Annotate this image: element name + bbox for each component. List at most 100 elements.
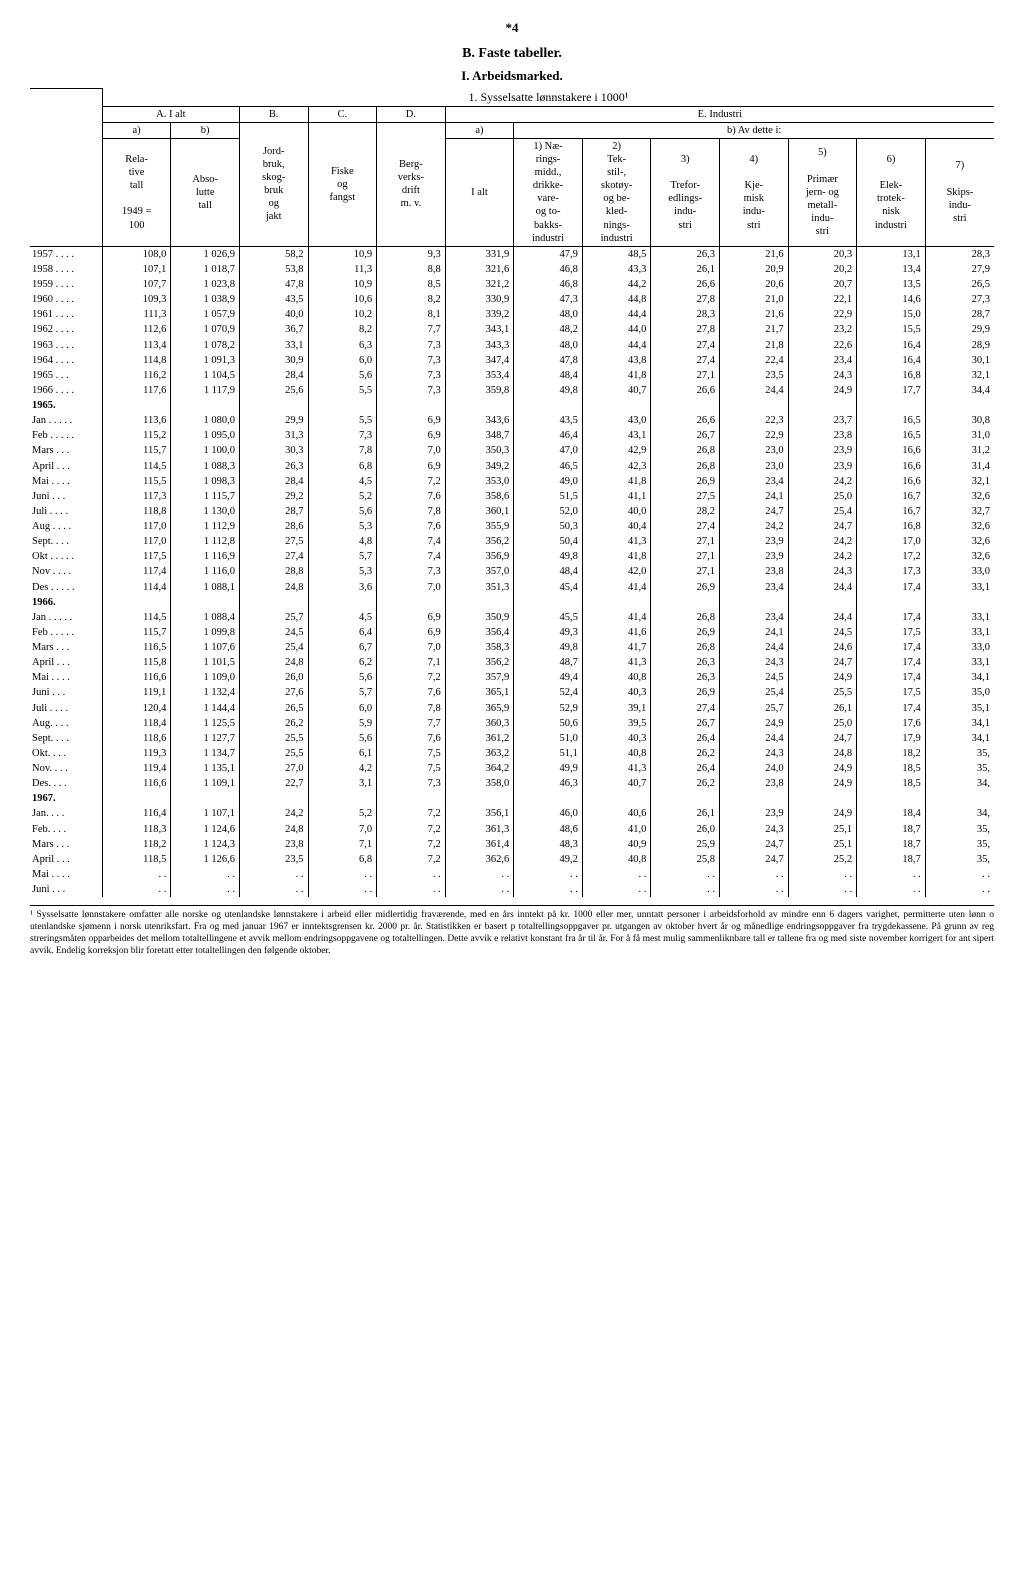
cell: 34,1 (925, 731, 994, 746)
cell: 21,6 (720, 246, 789, 262)
cell (102, 595, 171, 610)
cell (514, 398, 583, 413)
cell: 35, (925, 837, 994, 852)
cell: 23,4 (720, 580, 789, 595)
cell: 7,2 (377, 670, 446, 685)
cell: 47,8 (514, 353, 583, 368)
cell: 1 124,6 (171, 822, 240, 837)
cell: 40,3 (582, 685, 651, 700)
row-label: Feb . . . . . (30, 625, 102, 640)
cell: 1 127,7 (171, 731, 240, 746)
cell: 118,4 (102, 716, 171, 731)
cell: 46,3 (514, 776, 583, 791)
cell (651, 791, 720, 806)
cell (857, 398, 926, 413)
hdr-fiske: Fiske og fangst (308, 122, 377, 246)
cell: 32,6 (925, 489, 994, 504)
cell: 33,1 (925, 580, 994, 595)
cell: 115,5 (102, 474, 171, 489)
cell: 48,4 (514, 564, 583, 579)
cell: 6,9 (377, 625, 446, 640)
row-label: April . . . (30, 459, 102, 474)
cell: 23,4 (788, 353, 857, 368)
cell: 40,6 (582, 806, 651, 821)
cell: 7,2 (377, 474, 446, 489)
hdr-a1: a) (102, 122, 171, 138)
cell: 28,7 (239, 504, 308, 519)
cell: 24,4 (720, 731, 789, 746)
cell: 7,5 (377, 746, 446, 761)
row-label: Mai . . . . (30, 867, 102, 882)
cell: 115,2 (102, 428, 171, 443)
cell: 4,5 (308, 610, 377, 625)
cell: 361,4 (445, 837, 514, 852)
cell: 35, (925, 852, 994, 867)
cell: 17,4 (857, 670, 926, 685)
row-label: 1960 . . . . (30, 292, 102, 307)
cell: 25,5 (239, 746, 308, 761)
cell: 26,7 (651, 428, 720, 443)
cell: 357,9 (445, 670, 514, 685)
cell: 17,4 (857, 640, 926, 655)
cell: 24,5 (788, 625, 857, 640)
cell: 41,8 (582, 549, 651, 564)
cell: 18,7 (857, 822, 926, 837)
cell: 7,3 (377, 383, 446, 398)
cell: 24,1 (720, 625, 789, 640)
cell: 49,9 (514, 761, 583, 776)
cell: 6,9 (377, 610, 446, 625)
cell: 35,0 (925, 685, 994, 700)
cell: 42,3 (582, 459, 651, 474)
hdr-abs: Abso- lutte tall (171, 138, 240, 246)
cell: 1 088,4 (171, 610, 240, 625)
row-label: Feb . . . . . (30, 428, 102, 443)
cell: 119,3 (102, 746, 171, 761)
cell: 32,1 (925, 368, 994, 383)
cell: . . (171, 867, 240, 882)
cell: 25,4 (720, 685, 789, 700)
hdr-rel: Rela- tive tall 1949 = 100 (102, 138, 171, 246)
cell: 10,6 (308, 292, 377, 307)
cell: 6,4 (308, 625, 377, 640)
cell: 1 107,1 (171, 806, 240, 821)
hdr-bav: b) Av dette i: (514, 122, 994, 138)
cell: 32,1 (925, 474, 994, 489)
cell: 330,9 (445, 292, 514, 307)
cell: 24,2 (788, 534, 857, 549)
cell: 23,4 (720, 474, 789, 489)
cell: 48,3 (514, 837, 583, 852)
cell: 23,8 (720, 776, 789, 791)
cell: 6,7 (308, 640, 377, 655)
cell: 1 116,9 (171, 549, 240, 564)
cell: 26,4 (651, 731, 720, 746)
cell: 1 098,3 (171, 474, 240, 489)
cell: 25,0 (788, 716, 857, 731)
cell: 23,9 (788, 443, 857, 458)
cell: 21,8 (720, 338, 789, 353)
cell: 1 070,9 (171, 322, 240, 337)
cell: 16,8 (857, 519, 926, 534)
cell: 331,9 (445, 246, 514, 262)
cell: 28,7 (925, 307, 994, 322)
cell: 10,9 (308, 246, 377, 262)
cell: 26,9 (651, 580, 720, 595)
cell: 44,4 (582, 338, 651, 353)
cell: 5,5 (308, 383, 377, 398)
cell: 16,4 (857, 338, 926, 353)
cell: 24,3 (720, 822, 789, 837)
cell: 43,5 (514, 413, 583, 428)
cell: 10,2 (308, 307, 377, 322)
cell: 26,2 (651, 746, 720, 761)
cell: 23,0 (720, 443, 789, 458)
cell: 1 125,5 (171, 716, 240, 731)
cell: . . (308, 867, 377, 882)
cell: 27,9 (925, 262, 994, 277)
cell: 51,5 (514, 489, 583, 504)
cell: 7,3 (377, 338, 446, 353)
cell: 6,8 (308, 459, 377, 474)
cell: . . (651, 867, 720, 882)
cell: 47,8 (239, 277, 308, 292)
row-label: Nov. . . . (30, 761, 102, 776)
cell: 49,8 (514, 640, 583, 655)
cell: 8,2 (308, 322, 377, 337)
